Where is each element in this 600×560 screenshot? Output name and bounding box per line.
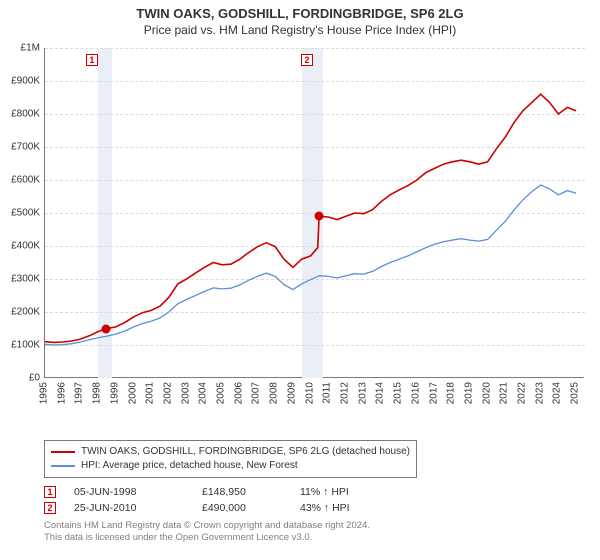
y-tick-label: £800K xyxy=(0,109,40,120)
chart-container: TWIN OAKS, GODSHILL, FORDINGBRIDGE, SP6 … xyxy=(0,0,600,560)
x-tick-label: 2009 xyxy=(286,382,297,404)
legend-label: HPI: Average price, detached house, New … xyxy=(81,459,298,473)
y-tick-label: £900K xyxy=(0,76,40,87)
x-tick-label: 2002 xyxy=(162,382,173,404)
x-tick-label: 2006 xyxy=(233,382,244,404)
title-subtitle: Price paid vs. HM Land Registry's House … xyxy=(0,23,600,37)
x-tick-label: 2014 xyxy=(375,382,386,404)
y-tick-label: £400K xyxy=(0,241,40,252)
x-tick-label: 1998 xyxy=(92,382,103,404)
x-tick-label: 2008 xyxy=(269,382,280,404)
x-tick-label: 1999 xyxy=(109,382,120,404)
legend-swatch xyxy=(51,451,75,453)
x-tick-label: 2012 xyxy=(339,382,350,404)
x-tick-label: 2000 xyxy=(127,382,138,404)
x-tick-label: 2019 xyxy=(463,382,474,404)
sale-marker: 1 xyxy=(44,486,56,498)
attribution-line: Contains HM Land Registry data © Crown c… xyxy=(44,520,584,532)
x-axis-labels: 1995199619971998199920002001200220032004… xyxy=(44,382,584,412)
x-tick-label: 2016 xyxy=(410,382,421,404)
x-tick-label: 2011 xyxy=(322,382,333,404)
y-tick-label: £0 xyxy=(0,373,40,384)
y-tick-label: £500K xyxy=(0,208,40,219)
legend-swatch xyxy=(51,465,75,467)
legend: TWIN OAKS, GODSHILL, FORDINGBRIDGE, SP6 … xyxy=(44,440,417,478)
footer: TWIN OAKS, GODSHILL, FORDINGBRIDGE, SP6 … xyxy=(44,440,584,545)
x-tick-label: 2017 xyxy=(428,382,439,404)
x-tick-label: 2010 xyxy=(304,382,315,404)
attribution-line: This data is licensed under the Open Gov… xyxy=(44,532,584,544)
x-tick-label: 2001 xyxy=(145,382,156,404)
x-tick-label: 2005 xyxy=(216,382,227,404)
sale-delta: 11% ↑ HPI xyxy=(300,486,349,498)
chart-marker-box: 2 xyxy=(301,54,313,66)
x-tick-label: 1997 xyxy=(74,382,85,404)
y-tick-label: £100K xyxy=(0,340,40,351)
sale-row: 2 25-JUN-2010 £490,000 43% ↑ HPI xyxy=(44,502,584,514)
x-tick-label: 2022 xyxy=(517,382,528,404)
series-line-property xyxy=(45,94,576,342)
x-tick-label: 2024 xyxy=(552,382,563,404)
x-tick-label: 2018 xyxy=(446,382,457,404)
title-address: TWIN OAKS, GODSHILL, FORDINGBRIDGE, SP6 … xyxy=(0,6,600,21)
legend-label: TWIN OAKS, GODSHILL, FORDINGBRIDGE, SP6 … xyxy=(81,445,410,459)
titles: TWIN OAKS, GODSHILL, FORDINGBRIDGE, SP6 … xyxy=(0,0,600,37)
legend-row: TWIN OAKS, GODSHILL, FORDINGBRIDGE, SP6 … xyxy=(51,445,410,459)
series-line-hpi xyxy=(45,185,576,345)
y-tick-label: £600K xyxy=(0,175,40,186)
x-tick-label: 1995 xyxy=(39,382,50,404)
x-tick-label: 2004 xyxy=(198,382,209,404)
x-tick-label: 1996 xyxy=(56,382,67,404)
y-tick-label: £300K xyxy=(0,274,40,285)
sale-dot xyxy=(315,212,324,221)
chart-area: £0£100K£200K£300K£400K£500K£600K£700K£80… xyxy=(44,48,584,408)
sale-delta: 43% ↑ HPI xyxy=(300,502,350,514)
x-tick-label: 2025 xyxy=(570,382,581,404)
x-tick-label: 2015 xyxy=(393,382,404,404)
legend-row: HPI: Average price, detached house, New … xyxy=(51,459,410,473)
sale-row: 1 05-JUN-1998 £148,950 11% ↑ HPI xyxy=(44,486,584,498)
attribution: Contains HM Land Registry data © Crown c… xyxy=(44,520,584,545)
x-tick-label: 2023 xyxy=(534,382,545,404)
sale-date: 05-JUN-1998 xyxy=(74,486,184,498)
x-tick-label: 2020 xyxy=(481,382,492,404)
x-tick-label: 2003 xyxy=(180,382,191,404)
y-tick-label: £1M xyxy=(0,43,40,54)
y-tick-label: £200K xyxy=(0,307,40,318)
sales-table: 1 05-JUN-1998 £148,950 11% ↑ HPI 2 25-JU… xyxy=(44,486,584,514)
x-tick-label: 2007 xyxy=(251,382,262,404)
x-tick-label: 2013 xyxy=(357,382,368,404)
sale-dot xyxy=(101,324,110,333)
x-tick-label: 2021 xyxy=(499,382,510,404)
sale-price: £148,950 xyxy=(202,486,282,498)
chart-marker-box: 1 xyxy=(86,54,98,66)
sale-marker: 2 xyxy=(44,502,56,514)
plot-area: £0£100K£200K£300K£400K£500K£600K£700K£80… xyxy=(44,48,584,378)
sale-price: £490,000 xyxy=(202,502,282,514)
sale-date: 25-JUN-2010 xyxy=(74,502,184,514)
y-tick-label: £700K xyxy=(0,142,40,153)
